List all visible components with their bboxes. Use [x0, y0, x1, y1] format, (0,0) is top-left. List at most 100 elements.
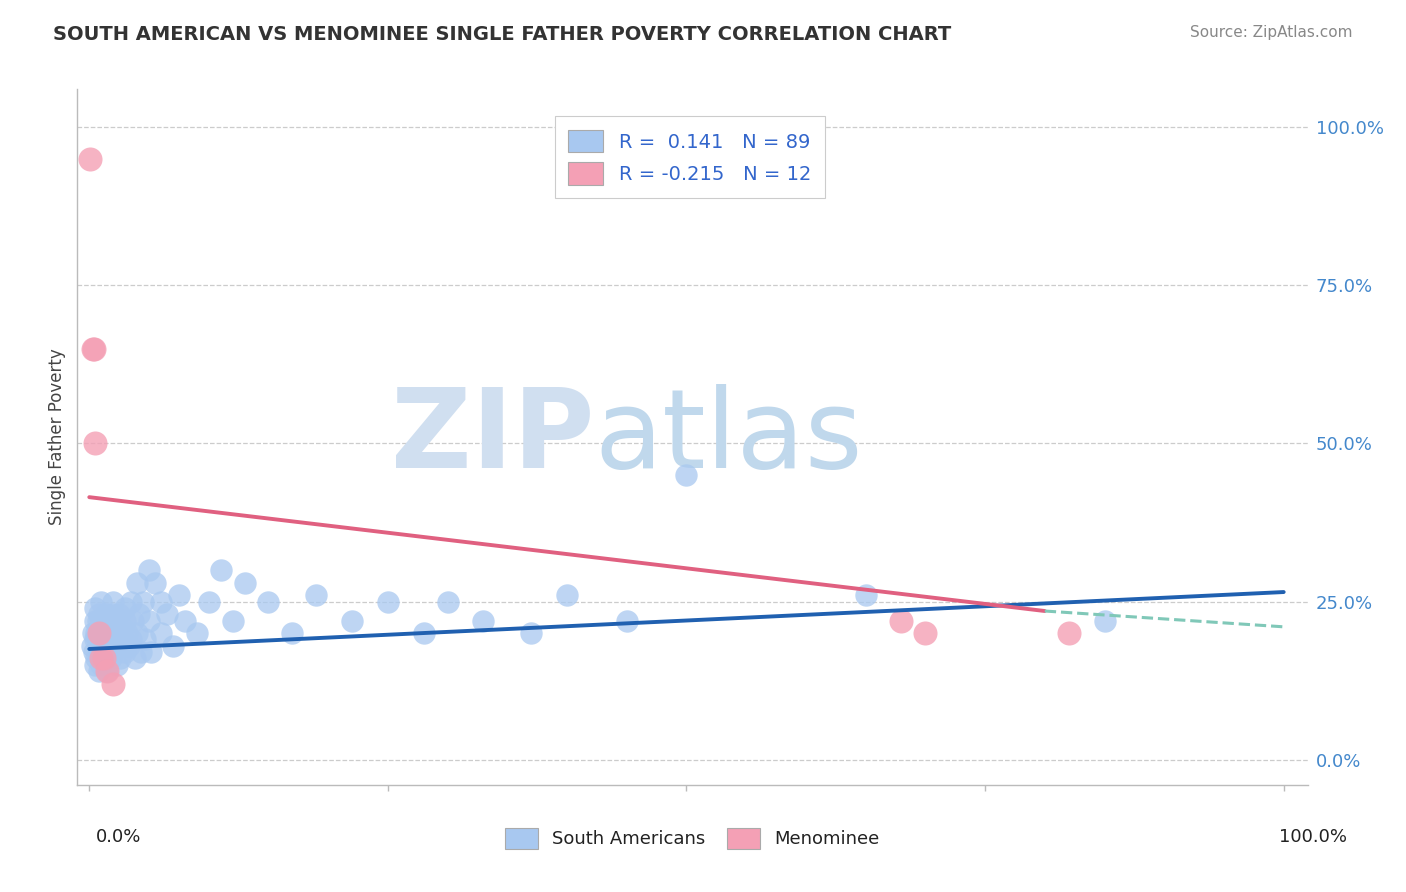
Point	[122, 614, 145, 628]
Point	[84, 657, 107, 672]
Point	[93, 626, 115, 640]
Point	[108, 607, 131, 622]
Point	[89, 645, 111, 659]
Point	[436, 594, 458, 608]
Point	[84, 614, 107, 628]
Point	[114, 614, 136, 628]
Point	[90, 594, 112, 608]
Point	[134, 632, 156, 647]
Point	[94, 645, 117, 659]
Text: ZIP: ZIP	[391, 384, 595, 491]
Point	[914, 626, 936, 640]
Point	[110, 620, 132, 634]
Point	[105, 657, 128, 672]
Point	[890, 614, 912, 628]
Point	[84, 436, 107, 450]
Point	[98, 614, 121, 628]
Text: SOUTH AMERICAN VS MENOMINEE SINGLE FATHER POVERTY CORRELATION CHART: SOUTH AMERICAN VS MENOMINEE SINGLE FATHE…	[53, 25, 952, 44]
Point	[128, 607, 150, 622]
Point	[96, 664, 118, 678]
Point	[96, 664, 118, 678]
Point	[257, 594, 280, 608]
Point	[281, 626, 304, 640]
Y-axis label: Single Father Poverty: Single Father Poverty	[48, 349, 66, 525]
Point	[82, 626, 104, 640]
Point	[162, 639, 184, 653]
Point	[101, 607, 124, 622]
Text: Source: ZipAtlas.com: Source: ZipAtlas.com	[1189, 25, 1353, 40]
Point	[124, 651, 146, 665]
Point	[90, 651, 112, 665]
Point	[87, 607, 110, 622]
Point	[79, 152, 101, 166]
Point	[209, 563, 232, 577]
Point	[111, 632, 134, 647]
Point	[141, 645, 163, 659]
Point	[173, 614, 195, 628]
Point	[96, 620, 118, 634]
Point	[132, 594, 155, 608]
Point	[86, 614, 108, 628]
Point	[377, 594, 399, 608]
Text: 0.0%: 0.0%	[96, 828, 141, 846]
Point	[138, 563, 160, 577]
Point	[114, 600, 136, 615]
Point	[120, 632, 142, 647]
Point	[233, 575, 256, 590]
Point	[221, 614, 243, 628]
Point	[125, 626, 148, 640]
Point	[84, 600, 107, 615]
Text: 100.0%: 100.0%	[1279, 828, 1347, 846]
Point	[101, 594, 124, 608]
Point	[855, 588, 877, 602]
Point	[110, 651, 132, 665]
Point	[305, 588, 328, 602]
Point	[555, 588, 578, 602]
Point	[520, 626, 543, 640]
Point	[117, 626, 139, 640]
Point	[1057, 626, 1080, 640]
Point	[129, 645, 152, 659]
Point	[114, 645, 136, 659]
Point	[100, 651, 122, 665]
Point	[89, 620, 111, 634]
Point	[86, 651, 108, 665]
Point	[80, 639, 103, 653]
Point	[138, 614, 160, 628]
Text: atlas: atlas	[595, 384, 862, 491]
Point	[472, 614, 495, 628]
Point	[107, 626, 129, 640]
Point	[149, 594, 172, 608]
Point	[125, 575, 148, 590]
Point	[616, 614, 638, 628]
Point	[90, 657, 112, 672]
Point	[93, 651, 115, 665]
Point	[86, 626, 108, 640]
Point	[675, 468, 697, 483]
Point	[1094, 614, 1116, 628]
Point	[90, 626, 112, 640]
Point	[87, 632, 110, 647]
Point	[186, 626, 208, 640]
Point	[90, 639, 112, 653]
Point	[103, 632, 125, 647]
Point	[118, 639, 141, 653]
Legend: South Americans, Menominee: South Americans, Menominee	[498, 821, 887, 856]
Point	[100, 626, 122, 640]
Point	[104, 614, 127, 628]
Point	[93, 651, 115, 665]
Point	[340, 614, 363, 628]
Point	[101, 645, 124, 659]
Point	[101, 677, 124, 691]
Point	[83, 342, 105, 356]
Point	[156, 607, 179, 622]
Point	[86, 639, 108, 653]
Point	[101, 639, 124, 653]
Point	[84, 632, 107, 647]
Point	[83, 645, 105, 659]
Point	[82, 342, 104, 356]
Point	[120, 594, 142, 608]
Point	[94, 639, 117, 653]
Point	[97, 632, 120, 647]
Point	[108, 639, 131, 653]
